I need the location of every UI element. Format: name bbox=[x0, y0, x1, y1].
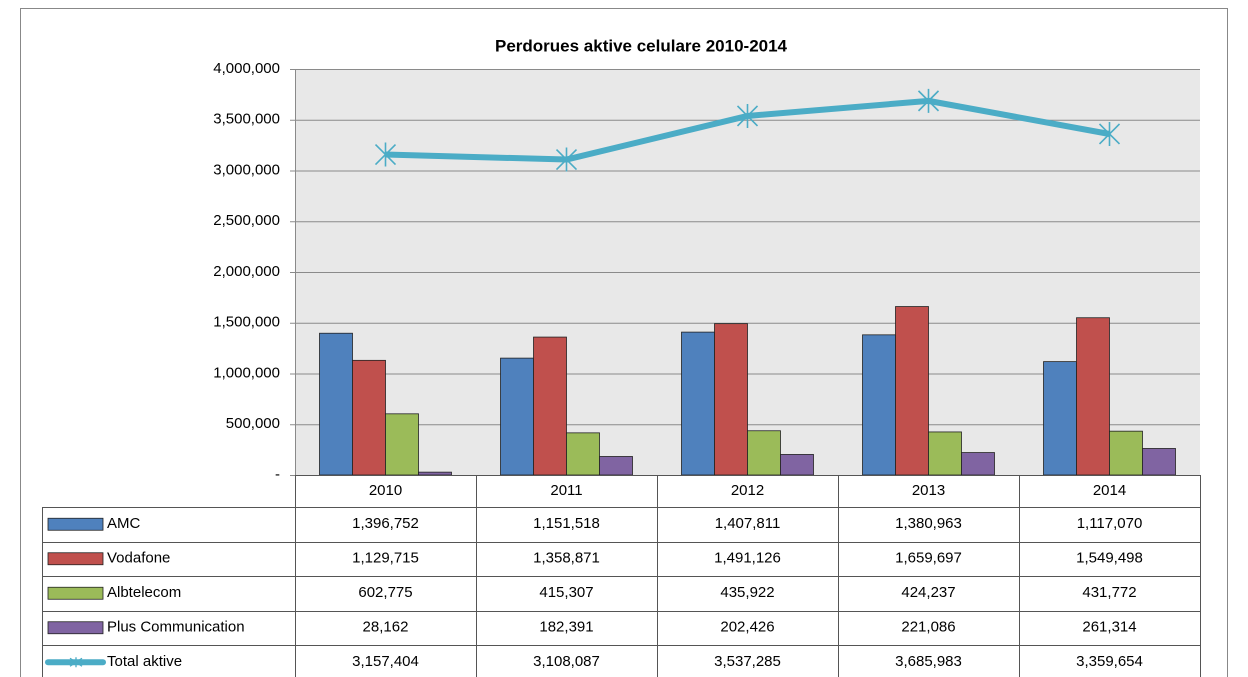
legend-key bbox=[47, 552, 104, 566]
legend-key bbox=[47, 517, 104, 531]
bar bbox=[780, 454, 814, 476]
table-value: 3,685,983 bbox=[895, 653, 962, 670]
bar bbox=[566, 432, 600, 476]
y-tick-label: 500,000 bbox=[226, 415, 280, 432]
x-tick-label: 2013 bbox=[912, 482, 945, 499]
table-value: 3,157,404 bbox=[352, 653, 419, 670]
bar bbox=[1043, 361, 1077, 476]
legend-key bbox=[47, 586, 104, 600]
legend-label: AMC bbox=[107, 515, 141, 532]
chart-title: Perdorues aktive celulare 2010-2014 bbox=[495, 36, 788, 55]
table-value: 28,162 bbox=[363, 619, 409, 636]
bar bbox=[1142, 448, 1176, 476]
bar bbox=[352, 359, 386, 476]
bar bbox=[500, 357, 534, 476]
legend-label: Vodafone bbox=[107, 550, 170, 567]
line-marker bbox=[555, 147, 578, 172]
table-value: 1,549,498 bbox=[1076, 550, 1143, 567]
y-tick-label: 3,000,000 bbox=[213, 161, 280, 178]
line-marker bbox=[736, 103, 759, 128]
table-value: 1,659,697 bbox=[895, 550, 962, 567]
table-value: 1,407,811 bbox=[715, 515, 781, 532]
bar bbox=[418, 471, 452, 476]
table-value: 1,117,070 bbox=[1077, 515, 1143, 532]
line-marker bbox=[374, 142, 397, 167]
table-value: 1,380,963 bbox=[895, 515, 962, 532]
bar bbox=[928, 431, 962, 476]
bar bbox=[862, 334, 896, 476]
y-tick-label: 2,000,000 bbox=[213, 263, 280, 280]
table-value: 3,359,654 bbox=[1076, 653, 1143, 670]
table-value: 424,237 bbox=[901, 584, 955, 601]
legend-label: Plus Communication bbox=[107, 619, 245, 636]
y-tick-label: - bbox=[275, 466, 280, 483]
table-value: 261,314 bbox=[1082, 619, 1136, 636]
table-value: 431,772 bbox=[1082, 584, 1136, 601]
bar bbox=[961, 452, 995, 476]
bar bbox=[681, 331, 715, 476]
table-value: 221,086 bbox=[901, 619, 955, 636]
x-tick-label: 2014 bbox=[1093, 482, 1126, 499]
x-tick-label: 2011 bbox=[550, 482, 582, 499]
bar bbox=[714, 323, 748, 476]
table-value: 1,129,715 bbox=[352, 550, 419, 567]
y-tick-label: 3,500,000 bbox=[213, 111, 280, 128]
table-value: 1,396,752 bbox=[352, 515, 419, 532]
bar bbox=[385, 413, 419, 476]
bar bbox=[599, 456, 633, 476]
y-tick-label: 1,000,000 bbox=[213, 364, 280, 381]
table-value: 3,108,087 bbox=[533, 653, 600, 670]
table-value: 1,491,126 bbox=[714, 550, 781, 567]
line-marker bbox=[917, 88, 940, 113]
bar bbox=[747, 430, 781, 476]
y-tick-label: 4,000,000 bbox=[213, 60, 280, 77]
legend-label: Albtelecom bbox=[107, 584, 181, 601]
table-value: 1,358,871 bbox=[533, 550, 600, 567]
bar bbox=[1076, 317, 1110, 476]
chart-border bbox=[20, 8, 1228, 677]
legend-key bbox=[47, 621, 104, 635]
table-value: 415,307 bbox=[539, 584, 593, 601]
table-value: 3,537,285 bbox=[714, 653, 781, 670]
bar bbox=[895, 306, 929, 476]
table-value: 435,922 bbox=[720, 584, 774, 601]
table-value: 1,151,518 bbox=[533, 515, 600, 532]
bar bbox=[319, 332, 353, 476]
table-value: 182,391 bbox=[539, 619, 593, 636]
legend-label: Total aktive bbox=[107, 653, 182, 670]
legend-key-marker bbox=[69, 657, 83, 668]
bar bbox=[533, 336, 567, 476]
line-marker bbox=[1098, 121, 1121, 146]
table-value: 202,426 bbox=[720, 619, 774, 636]
x-tick-label: 2010 bbox=[369, 482, 402, 499]
bar bbox=[1109, 430, 1143, 476]
table-value: 602,775 bbox=[358, 584, 412, 601]
x-tick-label: 2012 bbox=[731, 482, 764, 499]
y-tick-label: 1,500,000 bbox=[213, 314, 280, 331]
y-tick-label: 2,500,000 bbox=[213, 212, 280, 229]
